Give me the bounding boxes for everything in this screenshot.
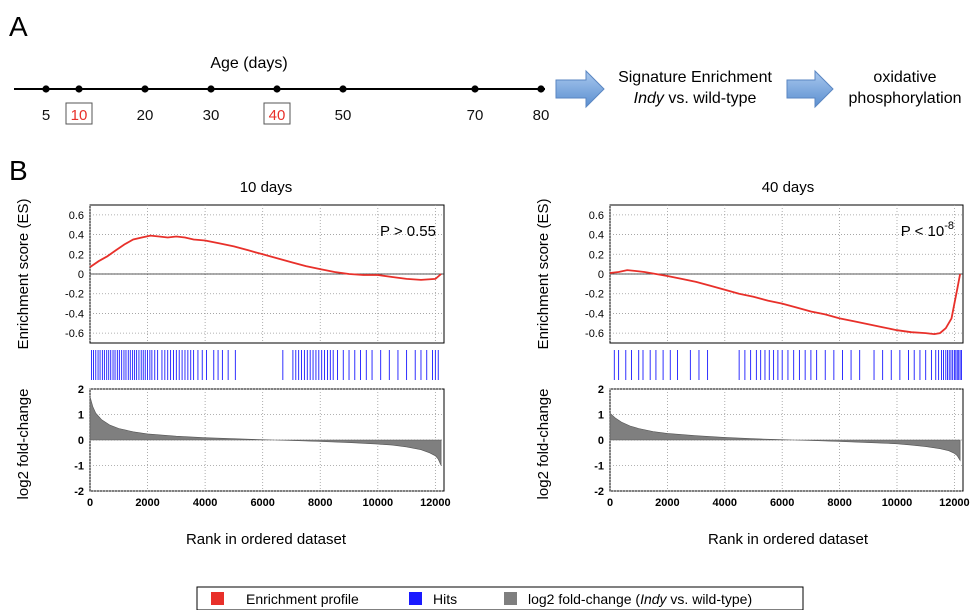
oxidative-line1: oxidative — [873, 69, 936, 86]
fc-ylabel: log2 fold-change — [535, 389, 552, 500]
es-ylabel: Enrichment score (ES) — [535, 199, 552, 350]
timeline-dot-30 — [207, 85, 215, 93]
legend-enrichment-swatch — [211, 592, 224, 605]
timeline-dot-10 — [75, 85, 83, 93]
timeline-label-30: 30 — [203, 107, 220, 124]
p-value-label: P > 0.55 — [380, 223, 436, 240]
chart-40-days: 40 days 0.6 0.4 0.2 0 -0.2 -0.4 -0.6 P < 10-8 Enr… — [535, 179, 970, 548]
es-ytick-label: -0.4 — [65, 308, 84, 320]
timeline-label-80: 80 — [533, 107, 550, 124]
fc-ytick-label: 1 — [598, 410, 604, 422]
arrow-right-icon-2 — [786, 69, 834, 109]
fc-ytick-label: 1 — [78, 410, 84, 422]
enrichment-profile-line — [89, 234, 442, 281]
es-ylabel: Enrichment score (ES) — [15, 199, 32, 350]
legend-hits-swatch — [409, 592, 422, 605]
legend-fc-label: log2 fold-change (Indy vs. wild-type) — [528, 591, 752, 607]
enrichment-profile-line — [609, 269, 961, 336]
fc-ytick-label: -1 — [74, 461, 84, 473]
panel-b-label: B — [9, 155, 28, 186]
signature-enrichment-line2: Indy vs. wild-type — [634, 90, 757, 107]
timeline-dot-50 — [339, 85, 347, 93]
x-tick-label: 10000 — [882, 497, 913, 509]
timeline-dot-20 — [141, 85, 149, 93]
timeline-label-70: 70 — [467, 107, 484, 124]
timeline-highlight-box-10 — [65, 102, 93, 125]
fc-ytick-label: 0 — [598, 435, 604, 447]
panel-a-label: A — [9, 11, 28, 42]
legend-hits-label: Hits — [433, 591, 457, 607]
signature-enrichment-line1: Signature Enrichment — [618, 69, 772, 86]
x-tick-label: 10000 — [363, 497, 394, 509]
es-ytick-label: -0.2 — [65, 289, 84, 301]
timeline-label-5: 5 — [42, 107, 50, 124]
timeline-ticks: 5 10 20 30 40 50 70 80 — [42, 85, 550, 125]
timeline-label-50: 50 — [335, 107, 352, 124]
timeline-dot-70 — [471, 85, 479, 93]
x-tick-label: 4000 — [193, 497, 217, 509]
es-ytick-label: -0.4 — [585, 308, 604, 320]
age-axis-title: Age (days) — [210, 55, 287, 72]
timeline-label-40: 40 — [269, 107, 286, 124]
x-tick-label: 4000 — [713, 497, 737, 509]
fc-ytick-label: 2 — [78, 384, 84, 396]
fold-change-area — [609, 412, 961, 462]
fc-ylabel: log2 fold-change — [15, 389, 32, 500]
es-ytick-label: 0.6 — [589, 210, 604, 222]
x-tick-label: 0 — [87, 497, 93, 509]
x-axis-label: Rank in ordered dataset — [186, 531, 347, 548]
timeline-dot-80 — [537, 85, 545, 93]
x-tick-label: 0 — [607, 497, 613, 509]
timeline-dot-40 — [273, 85, 281, 93]
es-ytick-label: 0.6 — [69, 210, 84, 222]
fc-ytick-label: 2 — [598, 384, 604, 396]
fold-change-area — [89, 396, 442, 466]
x-tick-label: 8000 — [827, 497, 851, 509]
timeline-label-20: 20 — [137, 107, 154, 124]
es-ytick-label: 0 — [78, 269, 84, 281]
x-tick-label: 2000 — [655, 497, 679, 509]
timeline-dot-5 — [42, 85, 50, 93]
x-tick-label: 12000 — [420, 497, 451, 509]
chart-title: 10 days — [240, 179, 293, 196]
es-ytick-label: -0.6 — [585, 328, 604, 340]
x-tick-label: 2000 — [135, 497, 159, 509]
fc-ytick-label: -2 — [74, 486, 84, 498]
es-ytick-label: 0.2 — [69, 249, 84, 261]
x-tick-label: 8000 — [308, 497, 332, 509]
oxidative-line2: phosphorylation — [849, 90, 962, 107]
es-ytick-label: 0.4 — [69, 230, 84, 242]
legend-box — [196, 586, 804, 610]
x-tick-label: 6000 — [770, 497, 794, 509]
fc-ytick-label: -1 — [594, 461, 604, 473]
x-tick-label: 12000 — [939, 497, 970, 509]
timeline-highlight-box-40 — [263, 102, 291, 125]
x-tick-label: 6000 — [250, 497, 274, 509]
fc-ytick-label: 0 — [78, 435, 84, 447]
chart-10-days: 10 days 0.6 0.4 0.2 0 -0.2 -0.4 -0.6 P > 0.55 Enr… — [15, 179, 451, 548]
p-value-label: P < 10-8 — [901, 220, 954, 240]
es-ytick-label: 0.4 — [589, 230, 604, 242]
legend-enrichment-label: Enrichment profile — [246, 591, 359, 607]
chart-title: 40 days — [762, 179, 815, 196]
es-ytick-label: 0 — [598, 269, 604, 281]
arrow-right-icon — [555, 69, 605, 109]
es-ytick-label: -0.6 — [65, 328, 84, 340]
legend-fc-swatch — [504, 592, 517, 605]
fc-ytick-label: -2 — [594, 486, 604, 498]
es-ytick-label: 0.2 — [589, 249, 604, 261]
x-axis-label: Rank in ordered dataset — [708, 531, 869, 548]
timeline-label-10: 10 — [71, 107, 88, 124]
es-ytick-label: -0.2 — [585, 289, 604, 301]
